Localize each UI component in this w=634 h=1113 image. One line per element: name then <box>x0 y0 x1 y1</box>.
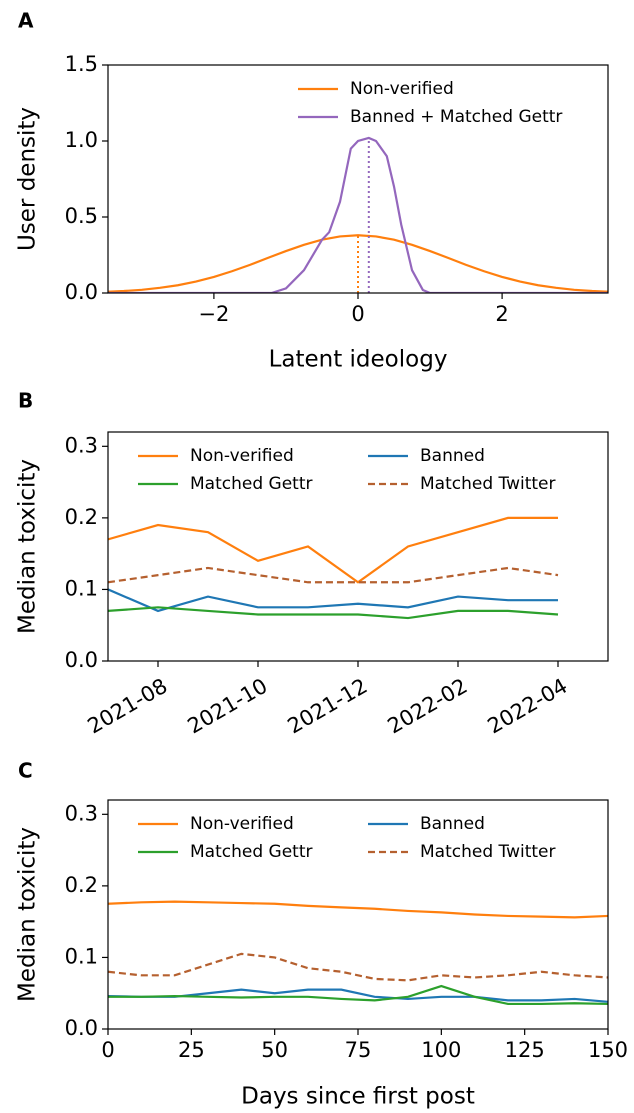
x-tick-label: 100 <box>421 1038 461 1062</box>
legend-label: Non-verified <box>350 79 454 99</box>
y-tick-label: 1.0 <box>65 128 98 152</box>
x-tick-label: 75 <box>345 1038 372 1062</box>
x-tick-label: 2021-12 <box>284 674 372 739</box>
y-tick-label: 1.5 <box>65 52 98 76</box>
x-tick-label: 2022-02 <box>384 674 472 739</box>
legend-label: Non-verified <box>190 814 294 834</box>
y-tick-label: 0.5 <box>65 204 98 228</box>
panel-label: A <box>18 9 34 33</box>
panel-label: B <box>18 389 33 413</box>
series-line <box>108 988 608 1003</box>
y-tick-label: 0.0 <box>65 648 98 672</box>
x-tick-label: −2 <box>198 302 229 326</box>
series-line <box>108 900 608 919</box>
y-tick-label: 0.0 <box>65 280 98 304</box>
x-axis-label: Latent ideology <box>269 347 448 373</box>
series-line <box>108 984 608 1006</box>
x-tick-label: 50 <box>261 1038 288 1062</box>
panel-label: C <box>18 759 33 783</box>
x-tick-label: 2 <box>495 302 508 326</box>
x-tick-label: 125 <box>505 1038 545 1062</box>
legend-label: Banned <box>420 814 485 834</box>
axes-frame <box>107 64 609 294</box>
axes-frame <box>107 431 609 662</box>
legend-label: Matched Gettr <box>190 842 312 862</box>
y-tick-label: 0.2 <box>65 873 98 897</box>
legend-label: Matched Gettr <box>190 474 312 494</box>
axes-frame <box>107 799 609 1030</box>
y-tick-label: 0.2 <box>65 505 98 529</box>
y-axis-label: User density <box>15 107 41 251</box>
legend-label: Matched Twitter <box>420 842 556 862</box>
x-tick-label: 2022-04 <box>484 674 572 739</box>
y-tick-label: 0.1 <box>65 576 98 600</box>
series-line <box>108 952 608 982</box>
x-tick-label: 150 <box>588 1038 628 1062</box>
x-tick-label: 0 <box>101 1038 114 1062</box>
series-line <box>108 566 559 584</box>
series-line <box>108 606 559 620</box>
y-tick-label: 0.3 <box>65 433 98 457</box>
y-tick-label: 0.3 <box>65 801 98 825</box>
series-line <box>108 136 608 293</box>
y-tick-label: 0.1 <box>65 944 98 968</box>
x-tick-label: 0 <box>351 302 364 326</box>
legend-label: Matched Twitter <box>420 474 556 494</box>
series-line <box>108 234 608 293</box>
series-line <box>108 588 558 613</box>
x-tick-label: 2021-10 <box>184 674 272 739</box>
y-axis-label: Median toxicity <box>15 459 41 634</box>
legend-label: Non-verified <box>190 446 294 466</box>
y-tick-label: 0.0 <box>65 1016 98 1040</box>
x-tick-label: 25 <box>178 1038 205 1062</box>
x-tick-label: 2021-08 <box>84 674 172 739</box>
series-line <box>108 516 558 584</box>
y-axis-label: Median toxicity <box>15 827 41 1002</box>
legend-label: Banned + Matched Gettr <box>350 107 562 127</box>
legend-label: Banned <box>420 446 485 466</box>
x-axis-label: Days since first post <box>241 1084 475 1110</box>
